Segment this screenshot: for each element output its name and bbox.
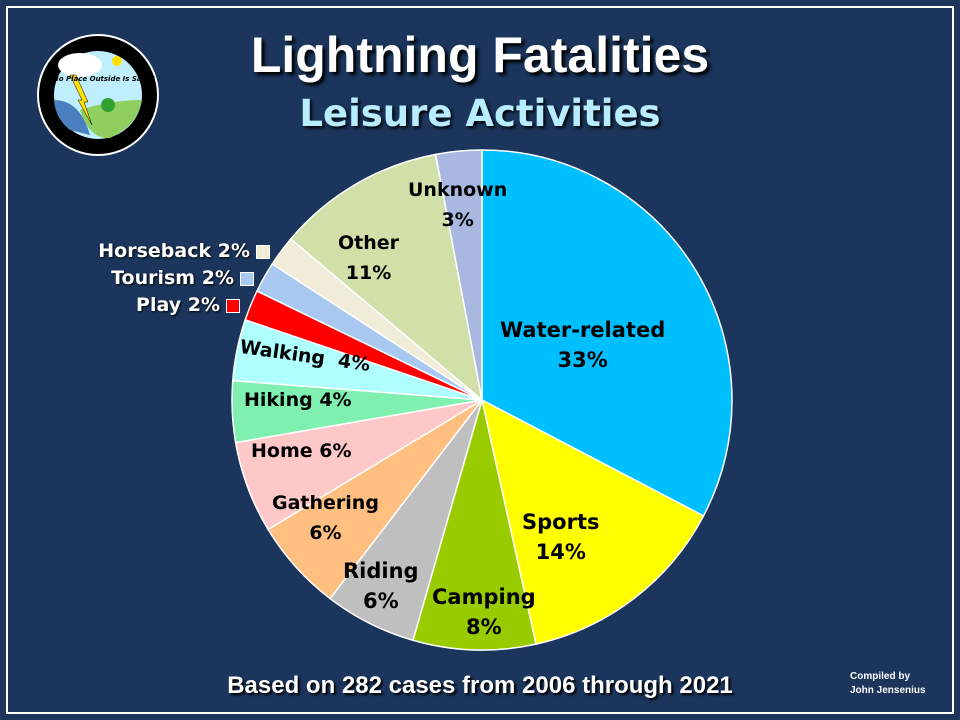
label-gathering: Gathering 6% — [272, 492, 379, 544]
label-horseback: Horseback 2% — [70, 240, 270, 262]
play-swatch — [226, 298, 240, 313]
pie-slice-camping — [411, 399, 537, 651]
label-tourism: Tourism 2% — [54, 267, 254, 289]
label-riding: Riding 6% — [343, 559, 419, 613]
nlsc-logo: No Place Outside Is Safe ! — [37, 34, 159, 156]
chart-title: Lightning Fatalities — [250, 27, 710, 83]
logo-center-text: No Place Outside Is Safe ! — [53, 75, 155, 83]
pie-slice-other — [289, 153, 484, 402]
label-home: Home 6% — [251, 440, 352, 462]
pie-slice-unknown — [434, 149, 483, 401]
credit: Compiled by John Jensenius — [850, 671, 926, 696]
tourism-swatch — [240, 271, 254, 286]
label-water-related: Water-related 33% — [500, 318, 666, 372]
label-unknown: Unknown 3% — [408, 179, 508, 231]
label-sports: Sports 14% — [522, 510, 600, 564]
chart-subtitle: Leisure Activities — [299, 92, 661, 135]
label-other: Other 11% — [338, 232, 400, 284]
pie-slice-water-related — [481, 149, 733, 517]
label-play: Play 2% — [40, 294, 240, 316]
label-camping: Camping 8% — [432, 585, 536, 639]
horseback-swatch — [256, 244, 270, 259]
slide-border — [6, 6, 954, 714]
label-hiking: Hiking 4% — [244, 389, 352, 411]
footer-note: Based on 282 cases from 2006 through 202… — [227, 672, 733, 699]
pie-slice-sports — [480, 398, 705, 645]
